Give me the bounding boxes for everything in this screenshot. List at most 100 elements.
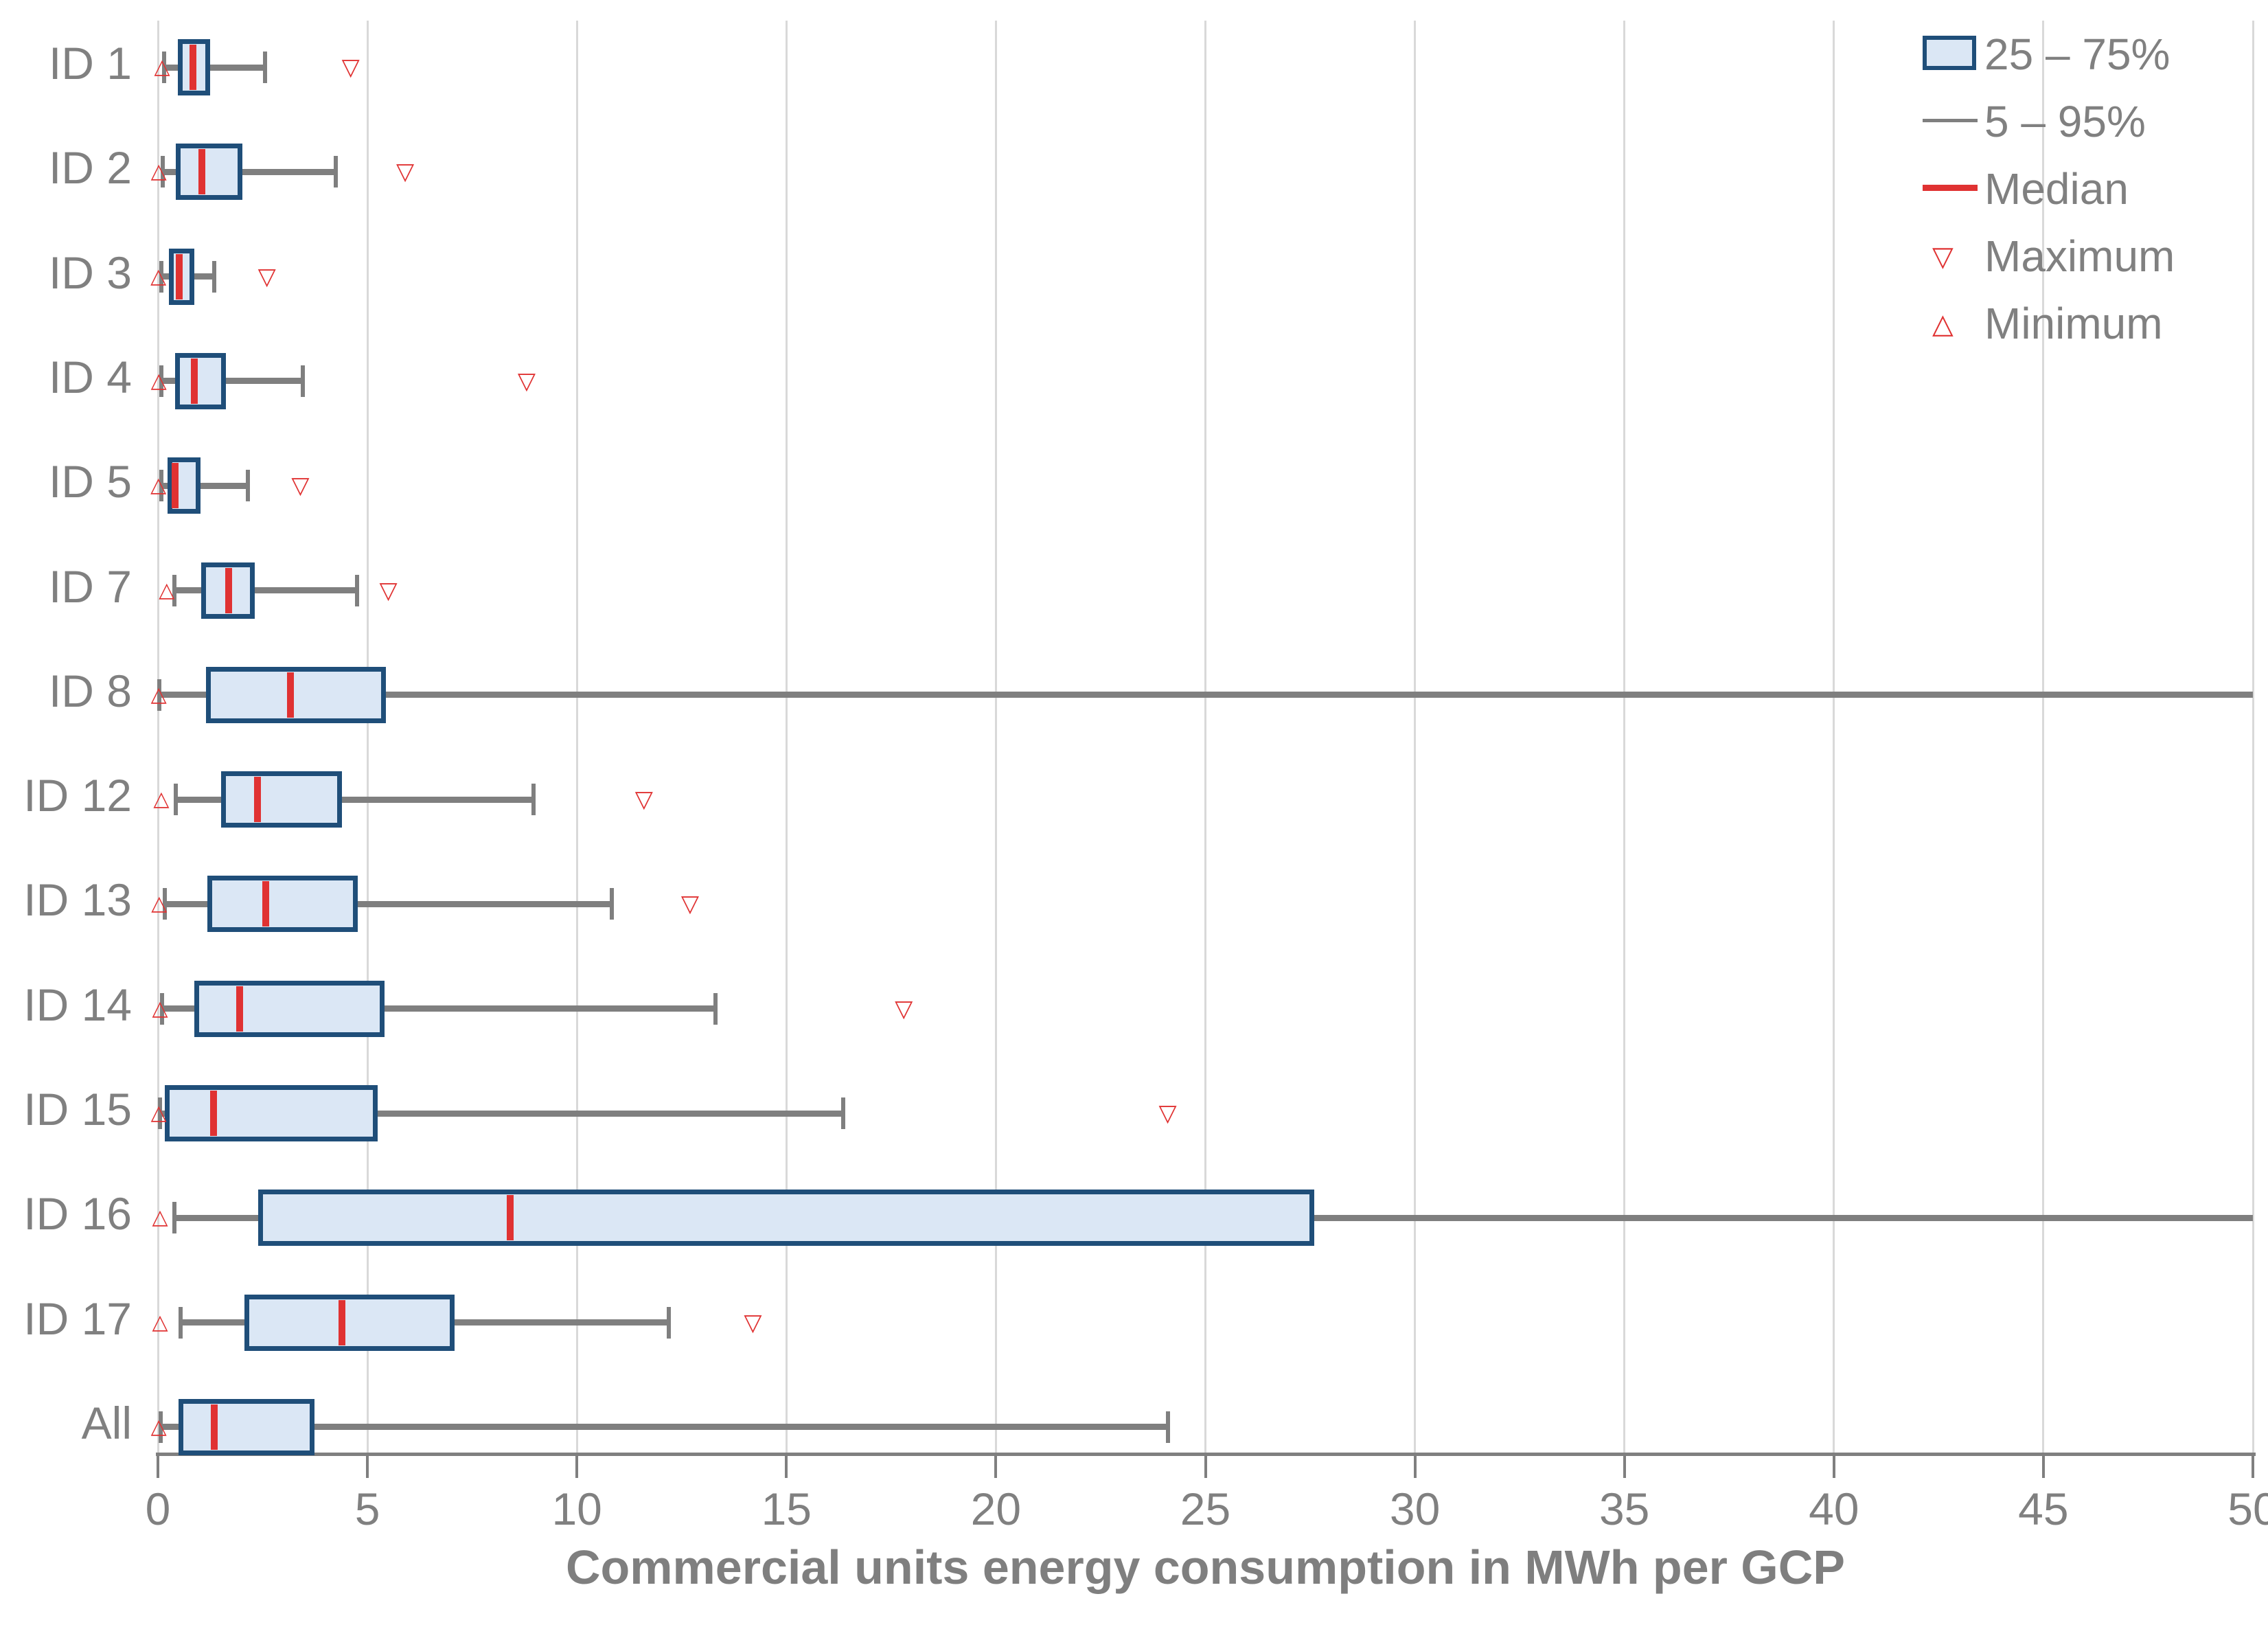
iqr-box-25-75 bbox=[206, 666, 386, 723]
whisker-5-95 bbox=[160, 1424, 1168, 1431]
gridline-x-35 bbox=[1623, 21, 1626, 1453]
median-line bbox=[506, 1195, 514, 1241]
median-line bbox=[262, 881, 270, 927]
whisker-cap-right bbox=[1165, 1411, 1170, 1443]
tick-x-45 bbox=[2041, 1456, 2045, 1478]
legend-swatch: ▽ bbox=[1923, 229, 1984, 284]
category-label-all: All bbox=[81, 1397, 132, 1448]
iqr-box-25-75 bbox=[194, 980, 385, 1037]
legend-item-box: 25 – 75% bbox=[1916, 27, 2259, 82]
minimum-marker-icon: △ bbox=[152, 1206, 168, 1229]
iqr-box-25-75 bbox=[175, 352, 227, 409]
tick-label-x-50: 50 bbox=[2227, 1483, 2268, 1534]
whisker-cap-left bbox=[172, 1202, 177, 1234]
tick-x-0 bbox=[157, 1456, 159, 1478]
gridline-x-5 bbox=[366, 21, 369, 1453]
median-line bbox=[338, 1299, 345, 1345]
triangle-up-icon: △ bbox=[1932, 309, 1954, 339]
maximum-marker-icon: ▽ bbox=[895, 995, 913, 1022]
legend-swatch bbox=[1923, 162, 1984, 217]
category-label-id-5: ID 5 bbox=[48, 456, 132, 508]
tick-x-5 bbox=[366, 1456, 369, 1478]
whisker-cap-left bbox=[178, 1306, 183, 1339]
whisker-cap-right bbox=[610, 888, 615, 920]
whisker-5-95 bbox=[176, 796, 534, 803]
minimum-marker-icon: △ bbox=[150, 1415, 167, 1438]
minimum-marker-icon: △ bbox=[151, 892, 168, 915]
whisker-cap-right bbox=[212, 260, 217, 293]
iqr-box-25-75 bbox=[165, 1085, 378, 1141]
gridline-x-25 bbox=[1204, 21, 1206, 1453]
median-line bbox=[191, 358, 198, 404]
tick-label-x-30: 30 bbox=[1389, 1483, 1441, 1534]
whisker-5-95 bbox=[162, 1005, 715, 1012]
tick-x-25 bbox=[1204, 1456, 1207, 1478]
maximum-marker-icon: ▽ bbox=[291, 473, 310, 499]
legend-swatch bbox=[1923, 95, 1984, 150]
whisker-cap-right bbox=[531, 784, 536, 816]
whisker-cap-left bbox=[160, 156, 165, 188]
minimum-marker-icon: △ bbox=[150, 160, 167, 183]
legend-box-swatch bbox=[1923, 36, 1976, 70]
iqr-box-25-75 bbox=[258, 1190, 1315, 1247]
iqr-box-25-75 bbox=[178, 1398, 315, 1455]
whisker-cap-left bbox=[159, 470, 163, 502]
maximum-marker-icon: ▽ bbox=[379, 577, 398, 604]
gridline-x-50 bbox=[2252, 21, 2254, 1453]
iqr-box-25-75 bbox=[207, 876, 358, 933]
whisker-5-95 bbox=[164, 64, 266, 71]
whisker-cap-left bbox=[157, 679, 161, 711]
whisker-cap-left bbox=[159, 260, 163, 293]
category-label-id-13: ID 13 bbox=[23, 874, 132, 926]
category-label-id-1: ID 1 bbox=[48, 38, 132, 89]
category-label-id-17: ID 17 bbox=[23, 1293, 132, 1344]
whisker-cap-left bbox=[158, 1097, 163, 1129]
tick-x-20 bbox=[994, 1456, 998, 1478]
category-label-id-12: ID 12 bbox=[23, 770, 132, 821]
minimum-marker-icon: △ bbox=[153, 788, 170, 811]
gridline-x-15 bbox=[785, 21, 788, 1453]
whisker-cap-left bbox=[160, 992, 165, 1025]
whisker-cap-left bbox=[162, 52, 167, 83]
median-line bbox=[209, 1091, 217, 1136]
legend-range-line-swatch bbox=[1923, 119, 1978, 122]
legend-item-range-line: 5 – 95% bbox=[1916, 95, 2259, 150]
whisker-5-95 bbox=[161, 482, 248, 489]
tick-label-x-45: 45 bbox=[2018, 1483, 2069, 1534]
maximum-marker-icon: ▽ bbox=[680, 891, 700, 918]
tick-label-x-15: 15 bbox=[761, 1483, 812, 1534]
category-label-id-2: ID 2 bbox=[48, 142, 132, 194]
minimum-marker-icon: △ bbox=[152, 1310, 168, 1334]
gridline-x-20 bbox=[994, 21, 997, 1453]
whisker-cap-right bbox=[334, 156, 339, 188]
whisker-cap-right bbox=[840, 1097, 845, 1129]
maximum-marker-icon: ▽ bbox=[257, 263, 276, 290]
median-line bbox=[190, 45, 197, 90]
x-axis-line bbox=[156, 1453, 2256, 1456]
category-label-id-16: ID 16 bbox=[23, 1188, 132, 1240]
triangle-down-icon: ▽ bbox=[1932, 242, 1954, 272]
whisker-cap-right bbox=[713, 992, 718, 1025]
tick-label-x-40: 40 bbox=[1809, 1483, 1859, 1534]
legend-label: 25 – 75% bbox=[1984, 30, 2170, 79]
legend-label: Minimum bbox=[1984, 299, 2163, 348]
iqr-box-25-75 bbox=[176, 144, 243, 201]
maximum-marker-icon: ▽ bbox=[396, 159, 415, 185]
tick-x-35 bbox=[1623, 1456, 1626, 1478]
minimum-marker-icon: △ bbox=[154, 56, 170, 78]
legend-item-median-line: Median bbox=[1916, 162, 2259, 217]
whisker-cap-left bbox=[158, 1411, 163, 1443]
minimum-marker-icon: △ bbox=[150, 1102, 167, 1124]
gridline-x-45 bbox=[2042, 21, 2045, 1453]
tick-label-x-5: 5 bbox=[354, 1483, 380, 1534]
maximum-marker-icon: ▽ bbox=[517, 367, 536, 394]
whisker-cap-right bbox=[667, 1306, 672, 1339]
minimum-marker-icon: △ bbox=[150, 474, 167, 497]
category-label-id-3: ID 3 bbox=[48, 247, 132, 298]
whisker-5-95 bbox=[162, 168, 336, 175]
category-label-id-15: ID 15 bbox=[23, 1084, 132, 1135]
whisker-cap-left bbox=[159, 365, 164, 397]
whisker-5-95 bbox=[164, 900, 612, 907]
category-label-id-7: ID 7 bbox=[48, 560, 132, 612]
whisker-cap-right bbox=[263, 52, 268, 83]
